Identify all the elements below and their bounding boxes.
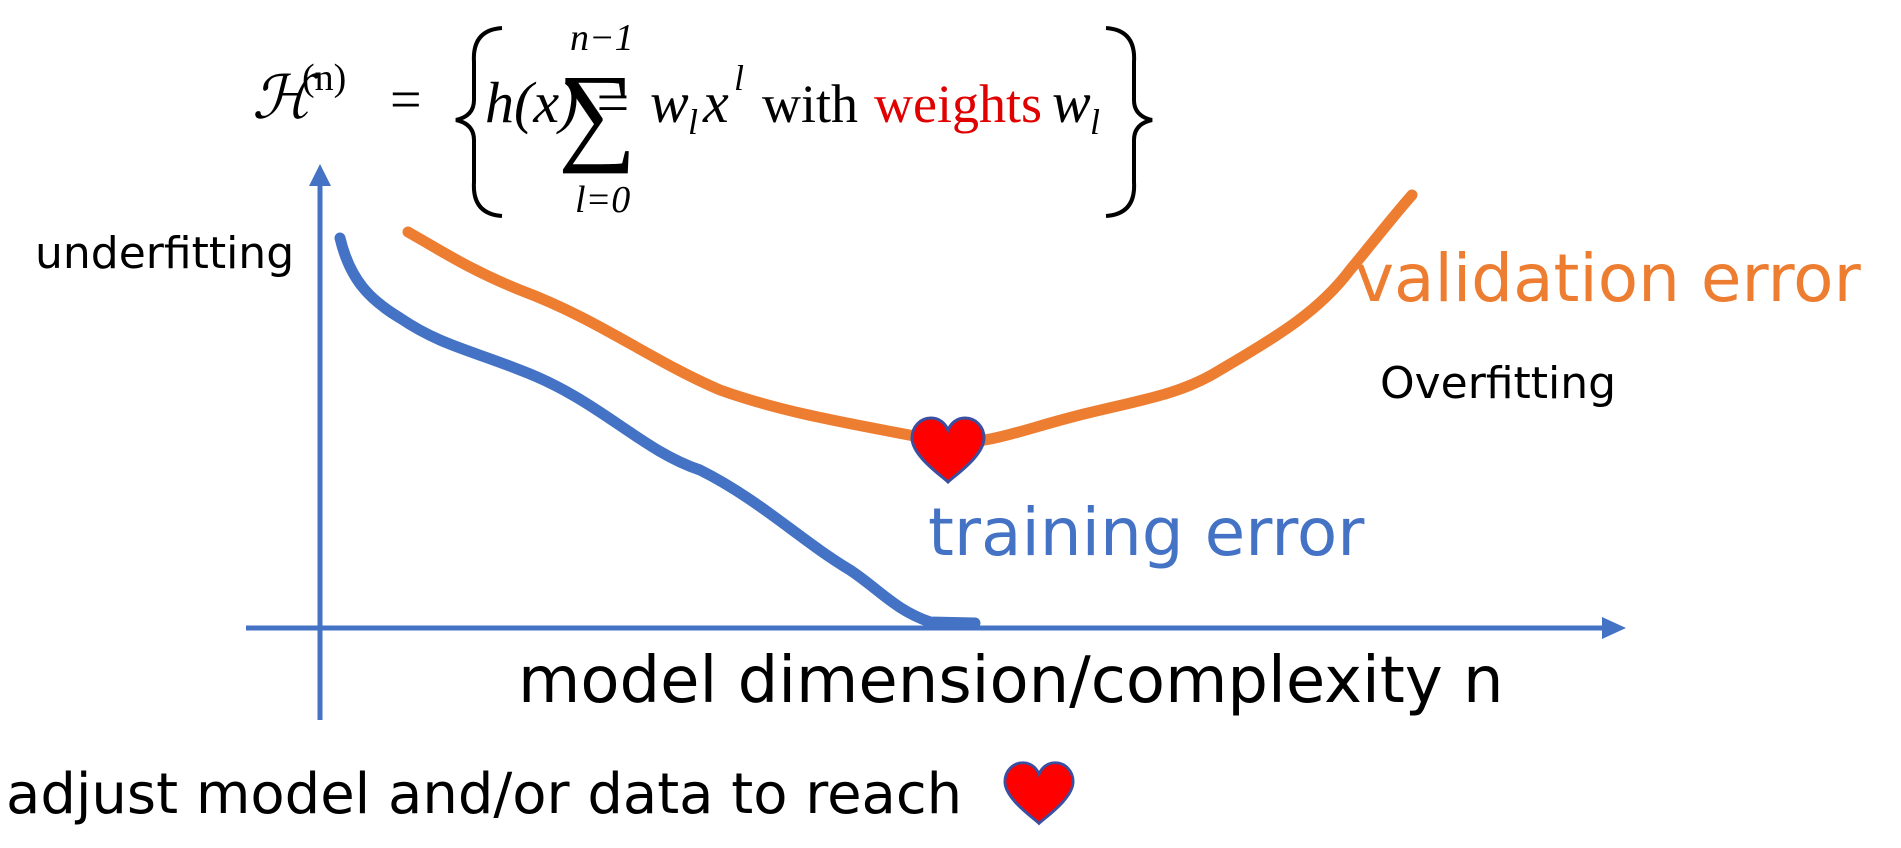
left-brace: [455, 26, 503, 218]
hypothesis-formula: ℋ (n) = h(x) = n−1 ∑ l=0 w l x l with we…: [252, 17, 1153, 221]
x-axis-label: model dimension/complexity n: [518, 644, 1504, 718]
right-brace: [1105, 26, 1153, 218]
term-w: w: [650, 70, 689, 135]
formula-equals: =: [390, 69, 422, 131]
training-error-label: training error: [928, 494, 1365, 571]
term-x-sup: l: [734, 58, 744, 98]
sum-upper-limit: n−1: [570, 17, 634, 59]
x-axis-arrowhead: [1602, 617, 1626, 639]
term-w-sub: l: [688, 102, 698, 142]
formula-hx: h(x) =: [485, 70, 632, 135]
bottom-caption: adjust model and/or data to reach: [6, 762, 963, 827]
training-error-curve: [334, 232, 981, 629]
word-with: with: [762, 74, 858, 134]
overfitting-label: Overfitting: [1380, 358, 1617, 409]
y-axis-arrowhead: [309, 164, 331, 186]
heart-icon: [1003, 761, 1075, 826]
validation-error-label: validation error: [1355, 240, 1861, 317]
heart-icon: [910, 416, 986, 485]
validation-error-curve: [402, 189, 1418, 448]
word-weights: weights: [874, 74, 1042, 134]
sum-symbol: ∑: [558, 52, 636, 174]
tail-w-sub: l: [1090, 102, 1100, 142]
sum-lower-limit: l=0: [575, 179, 630, 221]
formula-superscript: (n): [302, 57, 346, 99]
underfitting-label: underfitting: [35, 228, 295, 279]
term-x: x: [702, 70, 729, 135]
formula-script-h: ℋ: [252, 65, 320, 131]
tail-w: w: [1052, 70, 1091, 135]
